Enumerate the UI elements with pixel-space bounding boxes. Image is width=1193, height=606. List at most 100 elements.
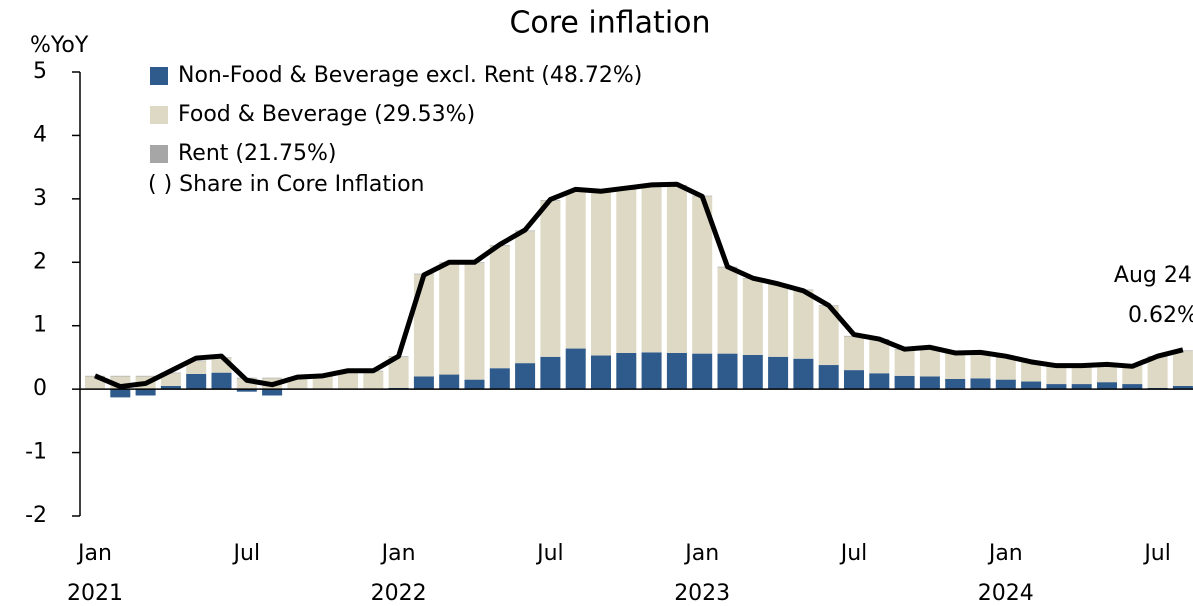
bar	[869, 339, 890, 374]
bar	[186, 361, 207, 374]
bar	[768, 356, 789, 390]
bar	[515, 231, 536, 364]
legend-label: Food & Beverage (29.53%)	[178, 102, 475, 127]
bar	[1046, 384, 1067, 390]
bar	[945, 353, 966, 379]
x-tick-label: Jul	[839, 541, 868, 566]
bar	[666, 352, 687, 390]
y-tick-label: 5	[33, 59, 47, 84]
y-tick-label: -2	[25, 503, 47, 528]
legend-label: Non-Food & Beverage excl. Rent (48.72%)	[178, 63, 642, 88]
bar	[236, 389, 257, 392]
bar	[413, 274, 434, 377]
bar	[945, 378, 966, 390]
bar	[439, 262, 460, 375]
bar	[565, 348, 586, 390]
bar	[1122, 365, 1143, 385]
x-tick-label: Jan	[76, 541, 112, 566]
x-tick-label: Jan	[987, 541, 1023, 566]
bar	[1046, 366, 1067, 385]
bar	[312, 376, 333, 390]
bar	[793, 358, 814, 390]
bar	[1122, 384, 1143, 390]
bar	[616, 189, 637, 353]
y-tick-label: 4	[33, 122, 47, 147]
bar	[995, 379, 1016, 390]
legend-swatch	[150, 106, 168, 124]
bar	[287, 377, 308, 390]
value-label: 0.62%	[1128, 303, 1193, 328]
bar	[919, 347, 940, 377]
y-tick-label: -1	[25, 440, 47, 465]
bar	[338, 371, 358, 390]
bar	[489, 245, 510, 369]
bar	[591, 191, 611, 356]
bar	[717, 353, 738, 390]
bar	[692, 196, 713, 354]
bar	[1021, 362, 1042, 382]
bar	[869, 373, 890, 390]
bar	[970, 352, 991, 379]
bar	[894, 349, 915, 376]
bar	[540, 200, 561, 357]
bar	[1097, 365, 1117, 383]
bar	[262, 377, 283, 379]
x-year-label: 2021	[67, 581, 123, 606]
bar	[1172, 385, 1193, 390]
bar	[388, 356, 409, 388]
legend-label: Rent (21.75%)	[178, 141, 336, 166]
bar	[211, 372, 232, 390]
x-tick-label: Jan	[380, 541, 416, 566]
bar	[742, 354, 763, 390]
bar	[186, 360, 207, 362]
bar	[995, 358, 1016, 380]
legend-swatch	[150, 145, 168, 163]
bar	[135, 375, 156, 377]
bar	[540, 356, 561, 390]
x-tick-label: Jul	[535, 541, 564, 566]
bar	[439, 374, 460, 390]
y-tick-label: 0	[33, 376, 47, 401]
bar	[1097, 382, 1117, 390]
bar	[236, 378, 257, 390]
bar	[616, 352, 637, 390]
bar	[464, 262, 485, 380]
bar	[894, 375, 915, 390]
y-tick-label: 1	[33, 313, 47, 338]
y-tick-label: 2	[33, 249, 47, 274]
bar	[844, 336, 864, 371]
bar	[1021, 381, 1042, 390]
x-tick-label: Jul	[1142, 541, 1171, 566]
bar	[692, 353, 713, 390]
bar	[464, 379, 485, 390]
bar	[1071, 366, 1092, 385]
chart-title: Core inflation	[509, 6, 710, 41]
bar	[641, 352, 662, 390]
y-tick-label: 3	[33, 186, 47, 211]
bar	[768, 284, 789, 357]
legend-note: ( ) Share in Core Inflation	[148, 172, 425, 197]
bar	[919, 376, 940, 390]
bar	[110, 375, 131, 377]
x-year-label: 2024	[978, 581, 1034, 606]
bar	[262, 389, 283, 396]
bar	[110, 389, 131, 398]
legend-swatch	[150, 67, 168, 85]
bar	[666, 185, 687, 353]
bar	[641, 186, 662, 353]
bar	[565, 191, 586, 349]
bar	[1147, 356, 1168, 388]
bar	[818, 306, 839, 366]
x-tick-label: Jan	[683, 541, 719, 566]
bar	[793, 290, 814, 359]
bar	[160, 373, 181, 386]
bar	[160, 385, 181, 390]
bar	[1071, 384, 1092, 390]
line	[94, 181, 1184, 390]
bar	[970, 378, 991, 390]
y-axis-label: %YoY	[30, 33, 89, 58]
bar	[844, 370, 864, 390]
bar	[515, 363, 536, 390]
x-year-label: 2022	[371, 581, 427, 606]
